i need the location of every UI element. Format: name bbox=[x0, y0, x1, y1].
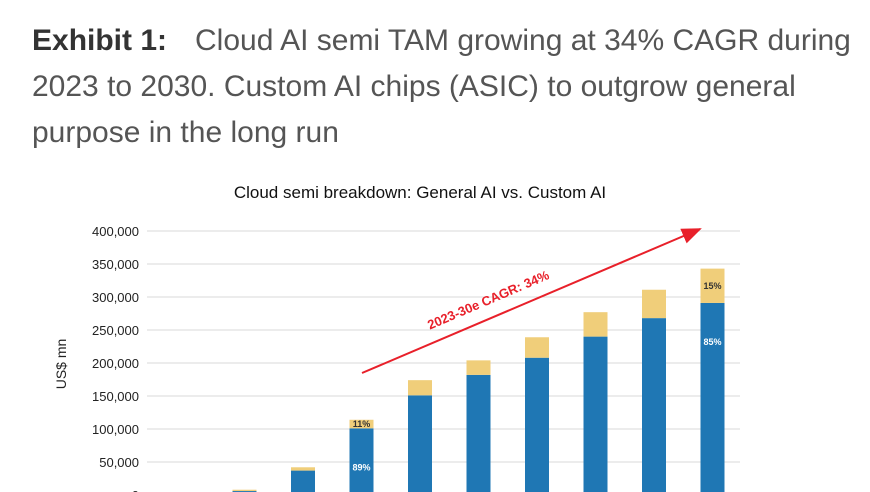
bars bbox=[232, 268, 725, 492]
data-labels: 11% 89% 15% 85% bbox=[352, 281, 721, 473]
bar-general-ai bbox=[466, 374, 491, 492]
y-tick-label: 100,000 bbox=[92, 422, 139, 437]
y-axis: 0 50,000 100,000 150,000 200,000 250,000 300,0… bbox=[92, 224, 139, 492]
bar-general-ai bbox=[408, 395, 432, 492]
exhibit-label: Exhibit 1: bbox=[32, 24, 168, 57]
exhibit-heading: Exhibit 1: Cloud AI semi TAM growing at 3… bbox=[32, 18, 852, 156]
percent-label: 11% bbox=[353, 419, 371, 429]
bar-custom-ai bbox=[408, 380, 432, 396]
bar-custom-ai bbox=[349, 419, 374, 429]
y-tick-label: 50,000 bbox=[99, 455, 139, 470]
y-axis-label: US$ mn bbox=[53, 339, 69, 390]
y-tick-label: 350,000 bbox=[92, 257, 139, 272]
percent-label: 15% bbox=[703, 281, 721, 291]
bar-custom-ai bbox=[525, 337, 549, 358]
bar-general-ai bbox=[700, 302, 725, 492]
y-tick-label: 0 bbox=[132, 488, 139, 492]
percent-label: 89% bbox=[352, 462, 370, 472]
y-tick-label: 150,000 bbox=[92, 389, 139, 404]
bar-custom-ai bbox=[232, 489, 257, 492]
bar-custom-ai bbox=[291, 467, 315, 471]
gridlines bbox=[147, 230, 740, 463]
y-tick-label: 300,000 bbox=[92, 290, 139, 305]
bar-custom-ai bbox=[466, 360, 491, 375]
bar-general-ai bbox=[583, 336, 608, 492]
bar-custom-ai bbox=[642, 289, 666, 319]
bar-general-ai bbox=[642, 318, 666, 492]
bar-custom-ai bbox=[700, 268, 725, 303]
y-tick-label: 250,000 bbox=[92, 323, 139, 338]
y-tick-label: 200,000 bbox=[92, 356, 139, 371]
exhibit-text: Cloud AI semi TAM growing at 34% CAGR du… bbox=[32, 24, 851, 149]
y-tick-label: 400,000 bbox=[92, 224, 139, 239]
cagr-arrow-line bbox=[361, 228, 702, 374]
bar-custom-ai bbox=[583, 312, 608, 337]
bar-general-ai bbox=[349, 428, 374, 492]
chart-title: Cloud semi breakdown: General AI vs. Cus… bbox=[233, 183, 607, 202]
bar-general-ai bbox=[291, 470, 315, 492]
percent-label: 85% bbox=[703, 337, 721, 347]
bar-general-ai bbox=[525, 357, 549, 492]
